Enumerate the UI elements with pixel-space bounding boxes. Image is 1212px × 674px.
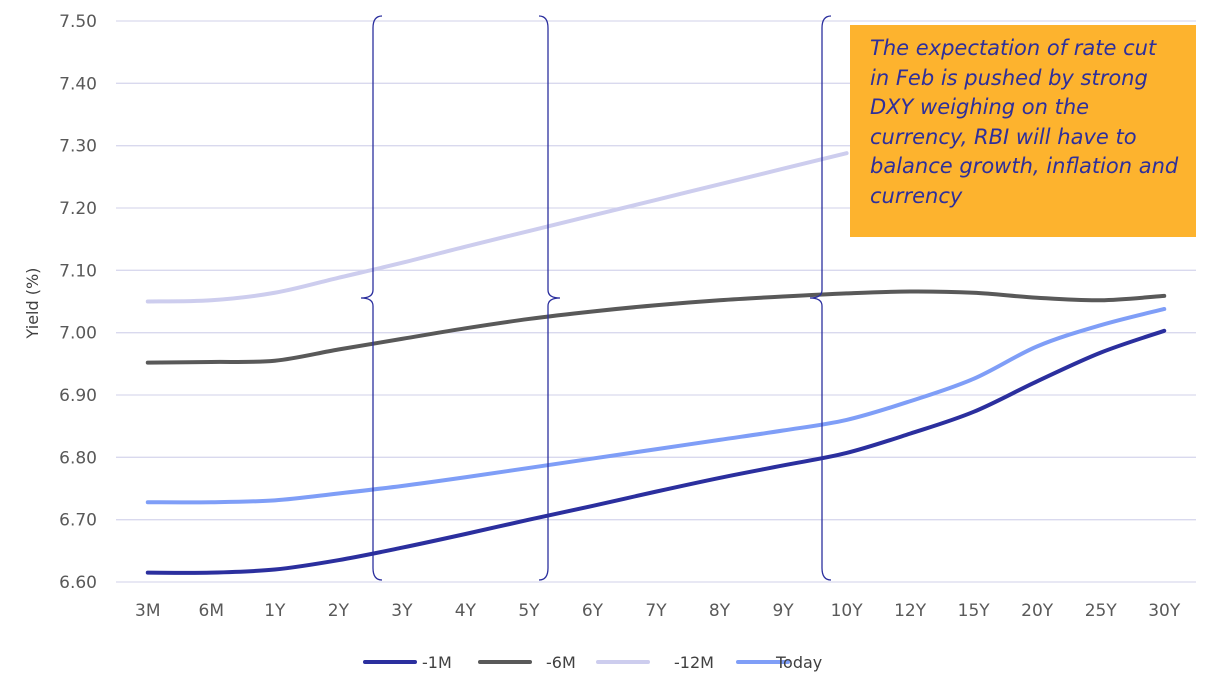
x-tick-label: 2Y [328, 601, 350, 621]
x-tick-label: 4Y [455, 601, 477, 621]
legend-label-3: Today [775, 653, 822, 672]
x-tick-label: 6M [199, 601, 224, 621]
x-tick-label: 15Y [958, 601, 991, 621]
x-tick-label: 7Y [645, 601, 667, 621]
x-tick-label: 20Y [1021, 601, 1054, 621]
range-brackets [360, 15, 832, 581]
gridlines [116, 20, 1196, 583]
x-tick-label: 25Y [1085, 601, 1118, 621]
y-axis-title: Yield (%) [23, 268, 42, 340]
x-tick-label: 6Y [582, 601, 604, 621]
series-lines [145, 151, 1167, 575]
series-line-2 [145, 151, 849, 304]
y-axis-ticks: 6.60 6.70 6.80 6.90 7.00 7.10 7.20 7.30 7.40 7.50 [59, 12, 97, 593]
x-axis-ticks: 3M 6M 1Y 2Y 3Y 4Y 5Y 6Y 7Y 8Y 9Y 10Y 12Y 15Y 20Y 25Y 30Y [135, 601, 1181, 621]
y-tick-label: 6.80 [59, 448, 97, 468]
x-tick-label: 3M [135, 601, 160, 621]
y-tick-label: 6.70 [59, 511, 97, 531]
x-tick-label: 3Y [391, 601, 413, 621]
series-line-1 [145, 289, 1167, 365]
y-tick-label: 7.20 [59, 199, 97, 219]
y-tick-label: 7.00 [59, 324, 97, 344]
bracket-1-left [360, 15, 383, 581]
y-tick-label: 6.90 [59, 386, 97, 406]
bracket-2-left [809, 15, 832, 581]
x-tick-label: 9Y [772, 601, 794, 621]
series-line-3 [145, 306, 1167, 505]
y-tick-label: 7.40 [59, 74, 97, 94]
x-tick-label: 30Y [1148, 601, 1181, 621]
x-tick-label: 10Y [831, 601, 864, 621]
y-tick-label: 7.10 [59, 261, 97, 281]
x-tick-label: 8Y [709, 601, 731, 621]
legend-label-0: -1M [422, 653, 452, 672]
annotation-box: The expectation of rate cut in Feb is pu… [850, 25, 1196, 237]
legend: -1M -6M -12M Today [363, 653, 822, 672]
y-tick-label: 7.30 [59, 137, 97, 157]
x-tick-label: 5Y [518, 601, 540, 621]
y-tick-label: 7.50 [59, 12, 97, 32]
series-line-0 [145, 328, 1167, 575]
x-tick-label: 12Y [894, 601, 927, 621]
y-tick-label: 6.60 [59, 573, 97, 593]
x-tick-label: 1Y [264, 601, 286, 621]
legend-label-1: -6M [546, 653, 576, 672]
legend-label-2: -12M [674, 653, 714, 672]
bracket-1-right [538, 15, 561, 581]
